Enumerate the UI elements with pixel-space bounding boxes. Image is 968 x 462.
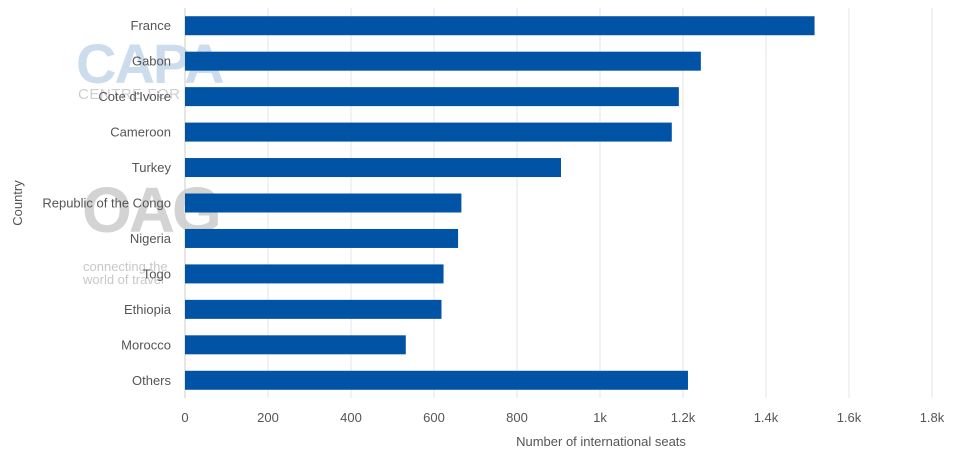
y-tick-label: Morocco: [121, 337, 171, 352]
y-tick-labels: France Gabon Cote d'Ivoire Cameroon Turkey Re…: [42, 18, 171, 388]
x-tick-label: 1.2k: [671, 410, 696, 425]
bar[interactable]: [185, 370, 688, 390]
y-tick-label: Ethiopia: [124, 302, 172, 317]
x-tick-label: 800: [506, 410, 528, 425]
bar[interactable]: [185, 87, 679, 107]
x-tick-label: 1.6k: [837, 410, 862, 425]
x-axis-title: Number of international seats: [516, 434, 686, 449]
bar[interactable]: [185, 51, 701, 71]
bar[interactable]: [185, 264, 444, 284]
y-tick-label: Cote d'Ivoire: [98, 89, 171, 104]
y-tick-label: Turkey: [132, 160, 172, 175]
y-tick-label: Nigeria: [130, 231, 172, 246]
x-tick-label: 200: [257, 410, 279, 425]
bar[interactable]: [185, 122, 672, 142]
y-tick-label: Others: [132, 373, 172, 388]
y-tick-label: Republic of the Congo: [42, 196, 171, 211]
bar[interactable]: [185, 335, 406, 355]
bar[interactable]: [185, 158, 561, 178]
x-tick-label: 1k: [593, 410, 607, 425]
bar[interactable]: [185, 193, 462, 213]
y-tick-label: Cameroon: [110, 125, 171, 140]
bars: [185, 16, 815, 390]
y-tick-label: Gabon: [132, 54, 171, 69]
y-axis-title: Country: [10, 180, 25, 226]
x-tick-label: 400: [340, 410, 362, 425]
bar[interactable]: [185, 16, 815, 36]
x-tick-label: 600: [423, 410, 445, 425]
x-tick-label: 0: [181, 410, 188, 425]
y-tick-label: Togo: [143, 266, 171, 281]
bar[interactable]: [185, 228, 459, 248]
x-tick-label: 1.4k: [754, 410, 779, 425]
x-tick-labels: 0 200 400 600 800 1k 1.2k 1.4k 1.6k 1.8k: [181, 410, 944, 425]
x-tick-label: 1.8k: [920, 410, 945, 425]
bar[interactable]: [185, 299, 442, 319]
y-tick-label: France: [131, 18, 171, 33]
